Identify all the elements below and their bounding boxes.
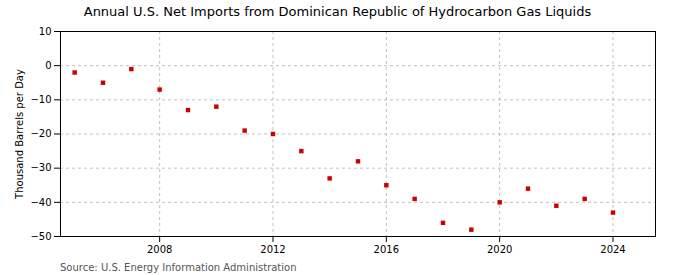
svg-text:10: 10 xyxy=(39,26,52,37)
svg-text:−30: −30 xyxy=(30,162,51,173)
svg-text:−20: −20 xyxy=(30,128,51,139)
svg-text:0: 0 xyxy=(45,60,51,71)
svg-text:−40: −40 xyxy=(30,197,51,208)
svg-text:2024: 2024 xyxy=(600,244,625,255)
svg-text:2016: 2016 xyxy=(374,244,399,255)
svg-text:2008: 2008 xyxy=(147,244,172,255)
svg-text:2020: 2020 xyxy=(487,244,512,255)
svg-text:Thousand Barrels per Day: Thousand Barrels per Day xyxy=(14,69,25,200)
svg-text:−10: −10 xyxy=(30,94,51,105)
html-text:Annual U.S. Net Imports from D: Annual U.S. Net Imports from Dominican R… xyxy=(83,4,592,19)
svg-text:2012: 2012 xyxy=(260,244,285,255)
svg-text:−50: −50 xyxy=(30,231,51,242)
html-text:Source: U.S. Energy Informatio: Source: U.S. Energy Information Administ… xyxy=(60,262,297,273)
